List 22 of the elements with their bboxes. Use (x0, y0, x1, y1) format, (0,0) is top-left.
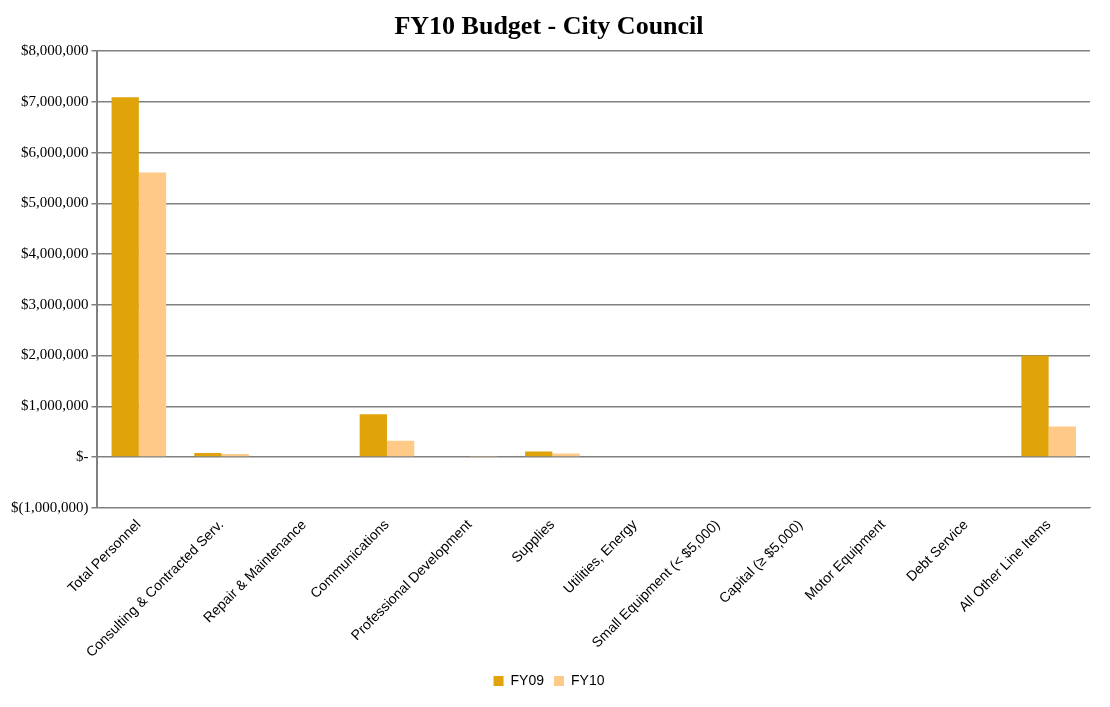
bar (194, 452, 222, 457)
bar (111, 97, 139, 457)
y-tick-label: $5,000,000 (20, 194, 89, 211)
bar (552, 453, 580, 457)
chart-title: FY10 Budget - City Council (394, 11, 704, 41)
bar (386, 440, 415, 457)
bar (1048, 426, 1076, 457)
y-tick-label: $- (75, 447, 89, 464)
bar (1021, 355, 1049, 457)
bar (359, 414, 387, 457)
bar (138, 172, 167, 457)
y-tick-label: $2,000,000 (20, 346, 89, 363)
y-tick-label: $(1,000,000) (10, 498, 89, 516)
legend-label: FY09 (510, 671, 545, 688)
y-tick-label: $3,000,000 (20, 295, 89, 312)
y-tick-label: $7,000,000 (20, 92, 89, 109)
y-tick-label: $6,000,000 (20, 143, 89, 160)
legend-label: FY10 (571, 671, 605, 688)
y-tick-label: $4,000,000 (20, 245, 89, 262)
y-tick-label: $1,000,000 (20, 397, 89, 414)
y-tick-label: $8,000,000 (20, 42, 89, 59)
bar (525, 451, 553, 457)
